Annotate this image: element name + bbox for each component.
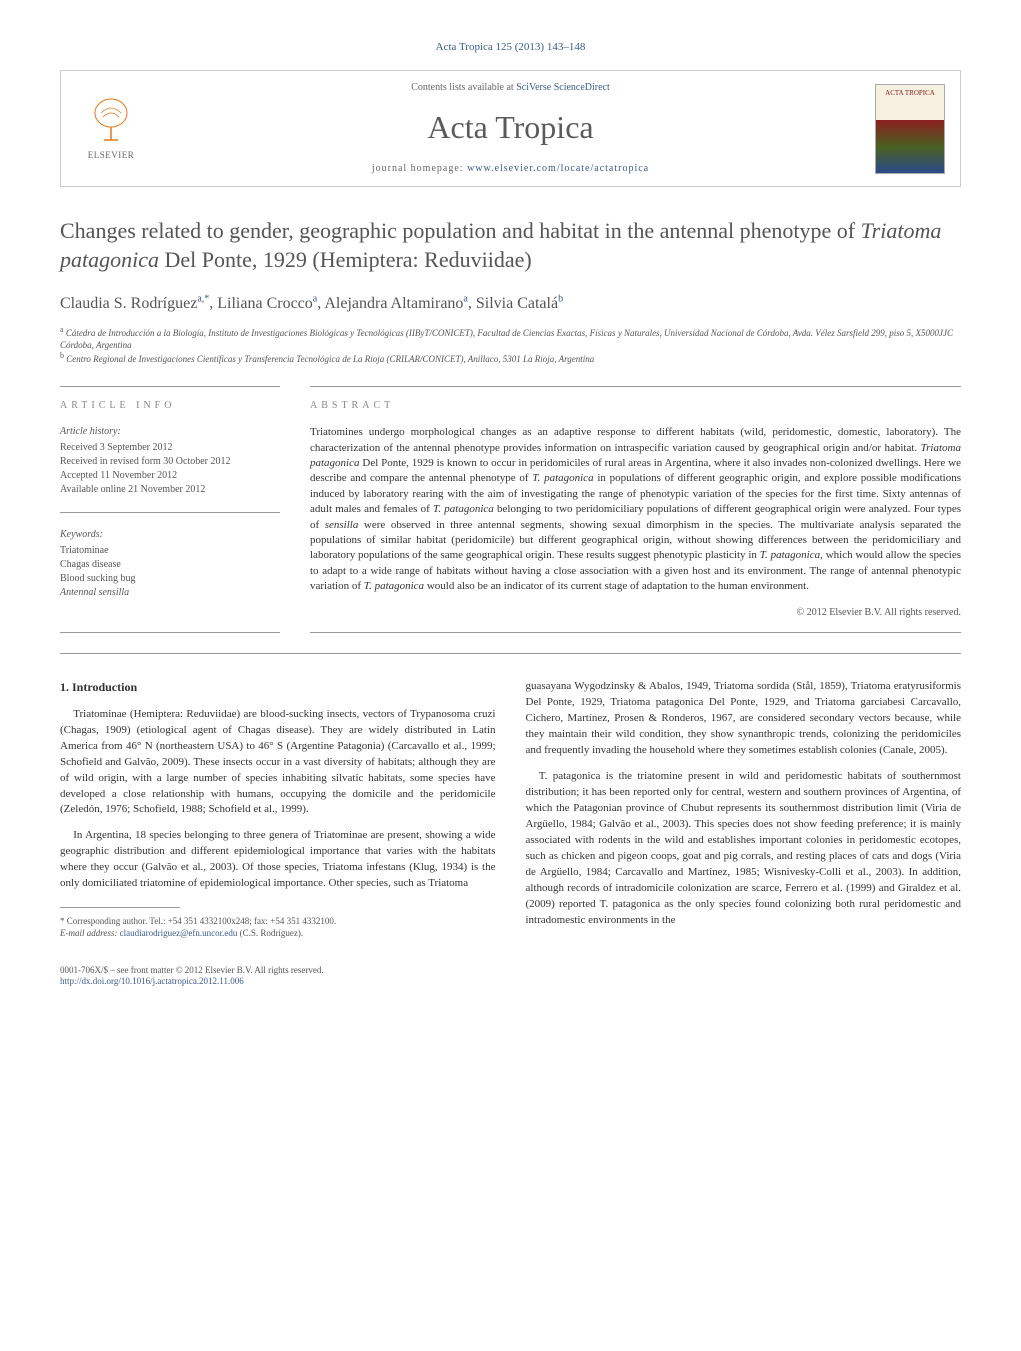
- title-text-1: Changes related to gender, geographic po…: [60, 218, 861, 243]
- abstract-copyright: © 2012 Elsevier B.V. All rights reserved…: [310, 606, 961, 620]
- elsevier-tree-icon: [89, 95, 134, 145]
- author-name: Silvia Catalá: [476, 295, 558, 312]
- info-divider: [60, 512, 280, 513]
- cover-label: ACTA TROPICA: [876, 89, 944, 99]
- intro-p2: In Argentina, 18 species belonging to th…: [60, 828, 496, 892]
- intro-p4: T. patagonica is the triatomine present …: [526, 769, 962, 928]
- intro-p1: Triatominae (Hemiptera: Reduviidae) are …: [60, 707, 496, 819]
- author-corr: *: [204, 293, 209, 304]
- abs-i: T. patagonica: [364, 580, 424, 592]
- author-name: Alejandra Altamirano: [324, 295, 463, 312]
- affiliation-a: a Cátedra de Introducción a la Biología,…: [60, 325, 961, 351]
- article-history: Article history: Received 3 September 20…: [60, 425, 280, 497]
- contents-prefix: Contents lists available at: [411, 82, 516, 93]
- email-label: E-mail address:: [60, 928, 120, 938]
- body-col-left: 1. Introduction Triatominae (Hemiptera: …: [60, 679, 496, 939]
- affiliation-text: Cátedra de Introducción a la Biología, I…: [60, 328, 953, 350]
- article-title: Changes related to gender, geographic po…: [60, 217, 961, 274]
- contents-available: Contents lists available at SciVerse Sci…: [146, 81, 875, 95]
- journal-homepage: journal homepage: www.elsevier.com/locat…: [146, 162, 875, 176]
- email-link[interactable]: claudiarodriguez@efn.uncor.edu: [120, 928, 238, 938]
- journal-header: ELSEVIER Contents lists available at Sci…: [60, 70, 961, 187]
- title-text-2: Del Ponte, 1929 (Hemiptera: Reduviidae): [159, 247, 532, 272]
- journal-cover-thumbnail: ACTA TROPICA: [875, 84, 945, 174]
- footnote-email-line: E-mail address: claudiarodriguez@efn.unc…: [60, 928, 496, 940]
- authors-list: Claudia S. Rodrígueza,*, Liliana Croccoa…: [60, 292, 961, 315]
- keywords-block: Keywords: Triatominae Chagas disease Blo…: [60, 528, 280, 600]
- footnote-separator: [60, 907, 180, 908]
- author-name: Liliana Crocco: [217, 295, 313, 312]
- history-item: Received in revised form 30 October 2012: [60, 455, 280, 469]
- elsevier-label: ELSEVIER: [88, 149, 135, 162]
- keyword: Chagas disease: [60, 558, 280, 572]
- history-item: Accepted 11 November 2012: [60, 469, 280, 483]
- history-item: Available online 21 November 2012: [60, 483, 280, 497]
- sciencedirect-link[interactable]: SciVerse ScienceDirect: [516, 82, 610, 93]
- abstract-label: ABSTRACT: [310, 399, 961, 413]
- abs-t: would also be an indicator of its curren…: [424, 580, 809, 592]
- author-3: Alejandra Altamiranoa: [324, 295, 468, 312]
- author-affil: a: [313, 293, 317, 304]
- affiliations: a Cátedra de Introducción a la Biología,…: [60, 325, 961, 366]
- journal-reference: Acta Tropica 125 (2013) 143–148: [60, 40, 961, 55]
- affiliation-text: Centro Regional de Investigaciones Cient…: [66, 354, 594, 364]
- author-4: Silvia Cataláb: [476, 295, 563, 312]
- keyword: Blood sucking bug: [60, 572, 280, 586]
- abstract: ABSTRACT Triatomines undergo morphologic…: [310, 386, 961, 633]
- body-col-right: guasayana Wygodzinsky & Abalos, 1949, Tr…: [526, 679, 962, 939]
- abs-i: sensilla: [325, 519, 359, 531]
- author-affil: b: [558, 293, 563, 304]
- keyword: Triatominae: [60, 544, 280, 558]
- intro-heading: 1. Introduction: [60, 679, 496, 696]
- elsevier-logo: ELSEVIER: [76, 89, 146, 169]
- article-info: ARTICLE INFO Article history: Received 3…: [60, 386, 280, 633]
- abs-i: T. patagonica: [532, 472, 593, 484]
- info-abstract-row: ARTICLE INFO Article history: Received 3…: [60, 386, 961, 633]
- email-name: (C.S. Rodríguez).: [237, 928, 303, 938]
- corresponding-author-footnote: * Corresponding author. Tel.: +54 351 43…: [60, 916, 496, 939]
- author-affil: a: [463, 293, 467, 304]
- abs-i: T. patagonica: [433, 503, 494, 515]
- doi-link[interactable]: http://dx.doi.org/10.1016/j.actatropica.…: [60, 976, 244, 986]
- footer-issn: 0001-706X/$ – see front matter © 2012 El…: [60, 965, 961, 977]
- history-item: Received 3 September 2012: [60, 441, 280, 455]
- homepage-link[interactable]: www.elsevier.com/locate/actatropica: [467, 163, 649, 174]
- journal-name: Acta Tropica: [146, 105, 875, 150]
- keywords-heading: Keywords:: [60, 528, 280, 542]
- history-heading: Article history:: [60, 425, 280, 439]
- abs-i: T. patagonica: [760, 549, 820, 561]
- homepage-prefix: journal homepage:: [372, 163, 467, 174]
- article-info-label: ARTICLE INFO: [60, 399, 280, 413]
- affiliation-b: b Centro Regional de Investigaciones Cie…: [60, 351, 961, 366]
- author-1: Claudia S. Rodrígueza,*: [60, 295, 209, 312]
- abs-t: Triatomines undergo morphological change…: [310, 426, 961, 453]
- author-name: Claudia S. Rodríguez: [60, 295, 197, 312]
- page-footer: 0001-706X/$ – see front matter © 2012 El…: [60, 965, 961, 988]
- header-center: Contents lists available at SciVerse Sci…: [146, 81, 875, 176]
- keyword: Antennal sensilla: [60, 587, 129, 598]
- abstract-text: Triatomines undergo morphological change…: [310, 425, 961, 594]
- author-2: Liliana Croccoa: [217, 295, 317, 312]
- body-divider: [60, 653, 961, 654]
- footnote-corr: * Corresponding author. Tel.: +54 351 43…: [60, 916, 496, 928]
- body-columns: 1. Introduction Triatominae (Hemiptera: …: [60, 679, 961, 939]
- intro-p3: guasayana Wygodzinsky & Abalos, 1949, Tr…: [526, 679, 962, 759]
